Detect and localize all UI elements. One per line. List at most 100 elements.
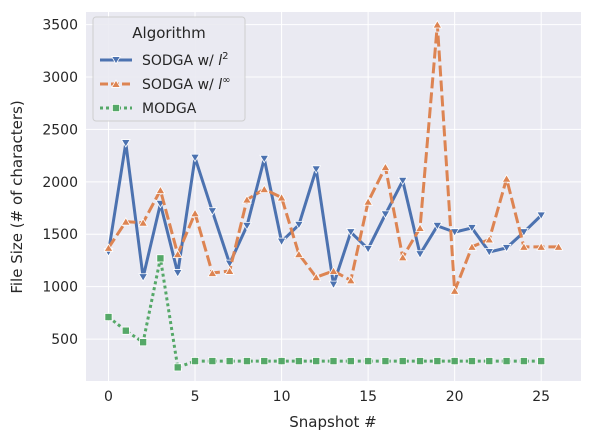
series-2-point — [328, 266, 339, 275]
legend-swatch-marker — [111, 79, 121, 88]
series-1-point — [380, 210, 391, 219]
series-layer — [103, 19, 564, 372]
x-tick-label: 10 — [273, 389, 291, 405]
series-2-point — [259, 184, 270, 194]
series-3 — [104, 254, 546, 372]
legend-entries: SODGA w/ l2 SODGA w/ l∞ MODGA — [100, 51, 230, 117]
series-2-point — [241, 194, 252, 204]
series-2-point — [138, 218, 149, 227]
series-1-point — [449, 228, 460, 237]
series-2-point — [172, 249, 183, 258]
series-2-point — [415, 223, 426, 232]
series-3-point — [433, 357, 442, 366]
series-3-point — [467, 357, 476, 366]
series-2-point — [363, 197, 374, 206]
legend-title: Algorithm — [132, 24, 205, 42]
series-3-point — [381, 357, 390, 366]
series-2-point — [432, 19, 443, 29]
series-1-point — [207, 207, 218, 216]
series-3-point — [519, 357, 528, 366]
series-3-point — [346, 357, 355, 366]
legend-box — [92, 16, 246, 122]
series-2-point — [518, 242, 529, 251]
series-3-point — [502, 357, 511, 366]
legend-label: SODGA w/ l2 — [142, 51, 228, 69]
series-1-point — [276, 237, 287, 247]
series-1-point — [466, 224, 477, 233]
series-3-point — [156, 254, 165, 263]
legend-swatch-marker — [111, 56, 121, 65]
series-2-point — [103, 243, 114, 252]
series-3-point — [242, 357, 251, 366]
x-tick-label: 5 — [191, 389, 200, 405]
series-1-point — [172, 269, 183, 278]
series-1-point — [259, 154, 270, 164]
series-2-point — [224, 266, 235, 275]
x-tick-label: 0 — [104, 389, 113, 405]
series-1-point — [345, 228, 356, 237]
series-1-point — [138, 273, 149, 282]
y-axis-label: File Size (# of characters) — [8, 100, 26, 293]
legend: Algorithm SODGA w/ l2 SODGA w/ l∞ MODGA — [92, 16, 246, 122]
legend-label: MODGA — [142, 101, 197, 117]
series-2-point — [293, 249, 304, 258]
legend-entry-3: MODGA — [100, 101, 197, 117]
series-1-point — [311, 165, 322, 174]
series-1-point — [501, 244, 512, 253]
series-3-point — [121, 326, 130, 335]
y-tick-label: 3500 — [42, 18, 78, 34]
series-3-point — [329, 357, 338, 366]
series-1-point — [415, 250, 426, 259]
series-3-point — [416, 357, 425, 366]
legend-entry-1: SODGA w/ l2 — [100, 51, 228, 69]
series-1-line — [107, 141, 543, 287]
legend-label: SODGA w/ l∞ — [142, 75, 230, 93]
series-1-point — [241, 222, 252, 231]
series-3-point — [398, 357, 407, 366]
x-tick-label: 15 — [359, 389, 377, 405]
series-3-point — [277, 357, 286, 366]
series-3-point — [450, 357, 459, 366]
y-tick-label: 2500 — [42, 122, 78, 138]
series-3-point — [364, 357, 373, 366]
series-2 — [103, 19, 564, 295]
series-1-point — [328, 280, 339, 290]
y-tick-label: 1000 — [42, 280, 78, 296]
series-3-point — [312, 357, 321, 366]
series-3-point — [485, 357, 494, 366]
series-2-point — [311, 272, 322, 282]
series-2-point — [553, 242, 564, 251]
series-3-point — [173, 363, 182, 372]
series-2-point — [484, 234, 495, 244]
x-axis-label: Snapshot # — [289, 413, 376, 431]
series-1-point — [397, 176, 408, 186]
tick-labels: 0 5 10 15 20 25 500 1000 1500 2000 2500 3000 3500 — [42, 18, 550, 405]
series-2-point — [397, 252, 408, 262]
series-2-point — [345, 275, 356, 285]
series-3-point — [225, 357, 234, 366]
y-tick-label: 2000 — [42, 175, 78, 191]
x-tick-label: 25 — [532, 389, 550, 405]
x-tick-label: 20 — [446, 389, 464, 405]
y-tick-label: 3000 — [42, 70, 78, 86]
series-3-point — [537, 357, 546, 366]
legend-entry-2: SODGA w/ l∞ — [100, 75, 230, 93]
series-3-point — [208, 357, 217, 366]
series-1-point — [120, 139, 131, 148]
series-1-point — [484, 248, 495, 257]
series-3-point — [260, 357, 269, 366]
series-2-point — [155, 185, 166, 195]
series-2-point — [276, 192, 287, 202]
y-tick-label: 500 — [51, 332, 78, 348]
series-2-point — [380, 162, 391, 171]
legend-swatch-marker — [112, 104, 121, 113]
series-3-point — [139, 338, 148, 347]
series-3-point — [294, 357, 303, 366]
series-2-point — [207, 268, 218, 277]
series-2-point — [536, 242, 547, 251]
series-1-point — [293, 220, 304, 230]
y-tick-label: 1500 — [42, 227, 78, 243]
series-3-point — [191, 357, 200, 366]
series-1-point — [190, 153, 201, 163]
